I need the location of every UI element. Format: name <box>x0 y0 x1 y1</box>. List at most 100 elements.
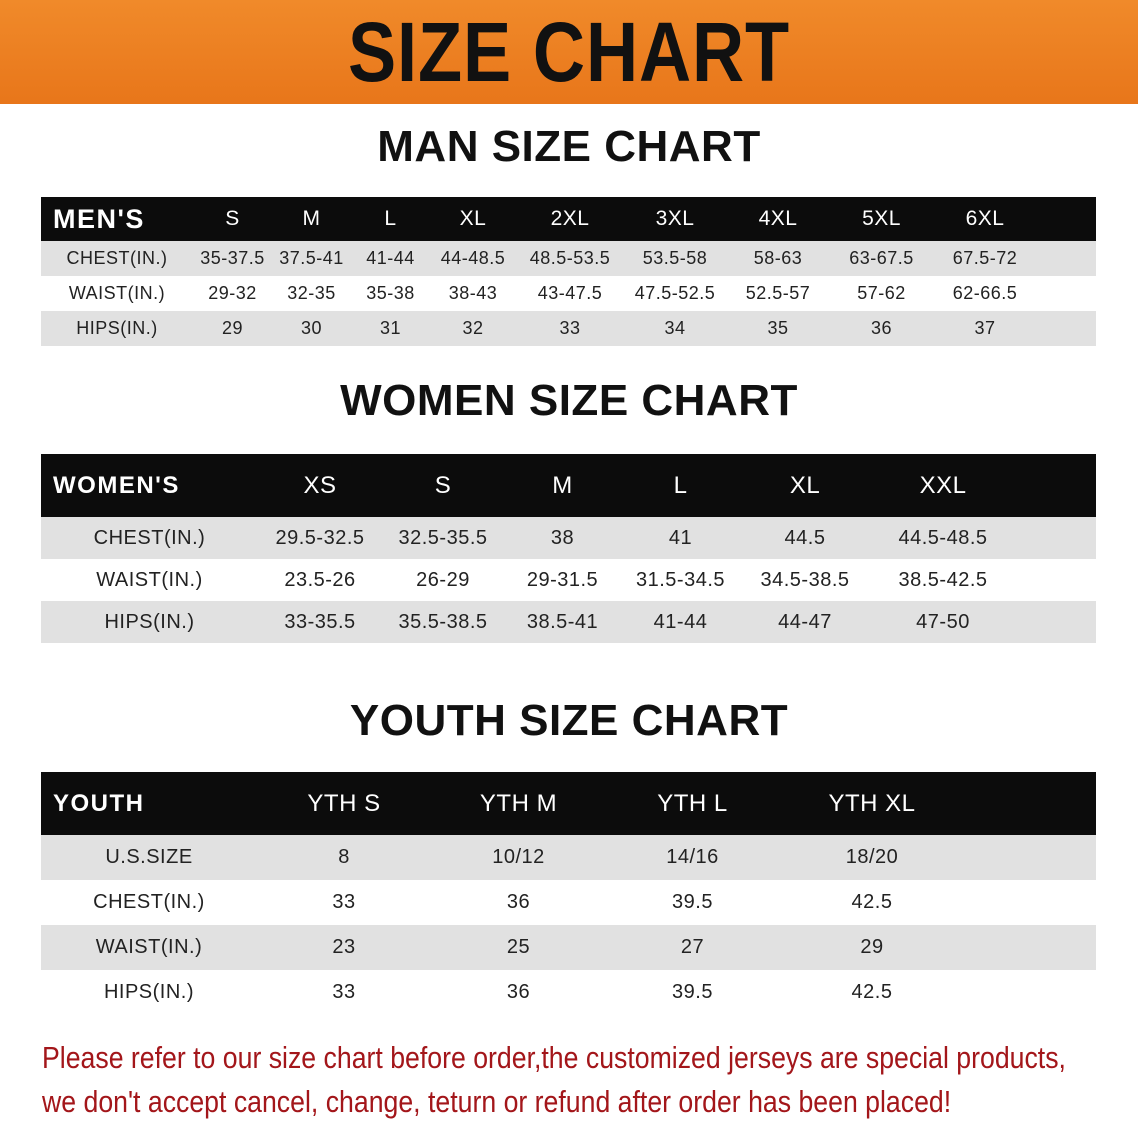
measurement-value: 44.5 <box>784 526 826 549</box>
men-header-row: MEN'S S M L XL 2XL 3XL 4XL 5XL 6XL <box>41 197 1096 241</box>
size-header: XL <box>789 471 821 499</box>
measurement-label: U.S.SIZE <box>105 846 193 868</box>
size-header: YTH XL <box>828 789 916 817</box>
table-row: HIPS(IN.) 33-35.5 35.5-38.5 38.5-41 41-44 44-… <box>41 601 1096 643</box>
measurement-value: 36 <box>506 981 531 1003</box>
measurement-value: 44.5-48.5 <box>898 526 988 549</box>
size-header: L <box>673 471 688 499</box>
measurement-value: 32-35 <box>287 283 336 303</box>
order-notice: Please refer to our size chart before or… <box>42 1036 1134 1124</box>
measurement-value: 32.5-35.5 <box>398 526 488 549</box>
size-header: 2XL <box>550 207 590 230</box>
youth-size-table: YOUTH YTH S YTH M YTH L YTH XL U.S.SIZE 8 10/12… <box>41 772 1096 1015</box>
measurement-value: 42.5 <box>851 981 893 1003</box>
measurement-value: 23 <box>332 936 356 958</box>
women-size-table: WOMEN'S XS S M L XL XXL CHEST(IN.) 29.5-32.5 32.5… <box>41 454 1096 643</box>
table-row: CHEST(IN.) 35-37.5 37.5-41 41-44 44-48.5 48.5… <box>41 241 1096 276</box>
measurement-value: 47.5-52.5 <box>634 283 716 303</box>
measurement-value: 41-44 <box>653 610 708 633</box>
measurement-value: 52.5-57 <box>745 283 811 303</box>
measurement-value: 47-50 <box>916 610 970 633</box>
youth-section-title: YOUTH SIZE CHART <box>349 696 789 745</box>
measurement-value: 27 <box>680 936 705 958</box>
measurement-value: 33 <box>332 981 356 1003</box>
measurement-value: 35.5-38.5 <box>398 610 488 633</box>
measurement-label: CHEST(IN.) <box>93 891 205 913</box>
measurement-value: 26-29 <box>416 568 470 591</box>
size-header: S <box>225 207 240 230</box>
banner-title: SIZE CHART <box>347 4 791 99</box>
measurement-value: 39.5 <box>672 891 713 913</box>
table-row: WAIST(IN.) 23 25 27 29 <box>41 925 1096 970</box>
size-header: 6XL <box>965 207 1005 230</box>
measurement-value: 42.5 <box>851 891 893 913</box>
size-header: XS <box>303 471 337 499</box>
measurement-value: 31.5-34.5 <box>635 568 725 591</box>
measurement-value: 33 <box>559 318 581 338</box>
measurement-value: 36 <box>506 891 531 913</box>
measurement-value: 35 <box>767 318 789 338</box>
table-row: WAIST(IN.) 29-32 32-35 35-38 38-43 43-47.5 47.… <box>41 276 1096 311</box>
table-row: CHEST(IN.) 29.5-32.5 32.5-35.5 38 41 44.5 44.5… <box>41 517 1096 559</box>
measurement-value: 48.5-53.5 <box>529 248 611 268</box>
measurement-value: 34.5-38.5 <box>760 568 850 591</box>
measurement-value: 37 <box>974 318 996 338</box>
measurement-value: 32 <box>462 318 484 338</box>
measurement-value: 57-62 <box>857 283 906 303</box>
header-label: WOMEN'S <box>53 471 180 499</box>
measurement-value: 41 <box>668 526 693 549</box>
measurement-label: HIPS(IN.) <box>104 610 195 633</box>
measurement-value: 58-63 <box>753 248 803 268</box>
measurement-value: 38.5-42.5 <box>898 568 988 591</box>
measurement-value: 38-43 <box>448 283 498 303</box>
measurement-value: 34 <box>664 318 686 338</box>
notice-line-2: we don't accept cancel, change, teturn o… <box>42 1084 952 1119</box>
measurement-value: 63-67.5 <box>849 248 914 268</box>
measurement-value: 41-44 <box>366 248 415 268</box>
size-header: 3XL <box>655 207 695 230</box>
men-section-title: MAN SIZE CHART <box>377 122 761 171</box>
measurement-value: 39.5 <box>672 981 713 1003</box>
measurement-value: 29.5-32.5 <box>275 526 365 549</box>
measurement-value: 18/20 <box>845 846 899 868</box>
table-row: HIPS(IN.) 33 36 39.5 42.5 <box>41 970 1096 1015</box>
measurement-value: 23.5-26 <box>284 568 356 591</box>
measurement-value: 43-47.5 <box>537 283 603 303</box>
size-header: XL <box>459 207 487 230</box>
size-header: 5XL <box>862 207 901 230</box>
table-row: U.S.SIZE 8 10/12 14/16 18/20 <box>41 835 1096 880</box>
measurement-label: HIPS(IN.) <box>76 318 158 338</box>
measurement-value: 30 <box>300 318 323 338</box>
measurement-value: 29-31.5 <box>526 568 599 591</box>
notice-line-1: Please refer to our size chart before or… <box>42 1040 1066 1075</box>
size-header: YTH S <box>307 789 381 817</box>
measurement-value: 8 <box>338 846 350 868</box>
measurement-value: 33 <box>332 891 356 913</box>
measurement-value: 62-66.5 <box>952 283 1018 303</box>
banner: SIZE CHART <box>0 0 1138 104</box>
measurement-value: 53.5-58 <box>642 248 708 268</box>
size-header: M <box>552 471 573 499</box>
measurement-value: 35-37.5 <box>200 248 265 268</box>
measurement-value: 35-38 <box>366 283 415 303</box>
measurement-value: 14/16 <box>666 846 719 868</box>
measurement-label: HIPS(IN.) <box>103 981 195 1003</box>
women-header-row: WOMEN'S XS S M L XL XXL <box>41 454 1096 517</box>
size-header: XXL <box>919 471 967 499</box>
measurement-value: 10/12 <box>492 846 545 868</box>
measurement-label: WAIST(IN.) <box>96 568 203 591</box>
table-row: HIPS(IN.) 29 30 31 32 33 34 35 36 37 <box>41 311 1096 346</box>
size-header: 4XL <box>758 207 798 230</box>
size-header: S <box>434 471 452 499</box>
size-header: M <box>302 207 321 230</box>
table-row: CHEST(IN.) 33 36 39.5 42.5 <box>41 880 1096 925</box>
measurement-label: WAIST(IN.) <box>68 283 166 303</box>
measurement-value: 38 <box>550 526 575 549</box>
measurement-value: 29 <box>860 936 884 958</box>
measurement-value: 36 <box>870 318 893 338</box>
measurement-value: 25 <box>506 936 531 958</box>
measurement-value: 38.5-41 <box>526 610 599 633</box>
women-section-title: WOMEN SIZE CHART <box>340 376 798 425</box>
size-header: YTH M <box>479 789 558 817</box>
measurement-value: 44-48.5 <box>440 248 506 268</box>
